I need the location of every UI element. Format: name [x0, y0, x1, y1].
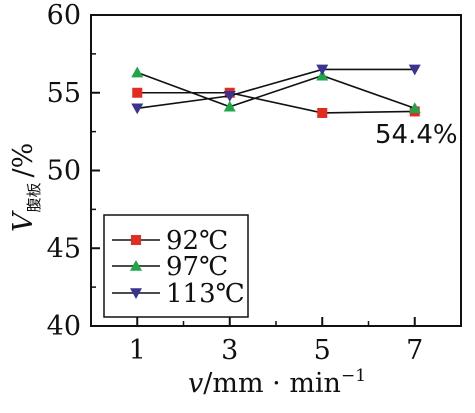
series-2: [131, 64, 421, 115]
data-point: [408, 64, 421, 76]
series-1: [131, 66, 421, 114]
data-point: [132, 87, 143, 98]
x-axis-variable: v: [188, 368, 203, 399]
y-axis-variable: V: [8, 210, 39, 232]
x-tick-label: 1: [129, 335, 146, 366]
y-tick-label: 50: [47, 156, 81, 187]
legend-item: 97℃: [112, 252, 228, 282]
data-point: [317, 107, 328, 118]
data-point: [408, 102, 421, 114]
data-point: [131, 66, 144, 78]
svg-text:v/mm · min−1: v/mm · min−1: [188, 366, 366, 399]
x-tick-label: 5: [314, 335, 331, 366]
y-axis-subscript: 腹板: [25, 182, 43, 212]
legend-marker: [130, 260, 142, 271]
y-axis-title: V腹板 /%: [8, 143, 43, 232]
y-tick-label: 55: [47, 78, 81, 109]
x-axis-superscript: −1: [341, 366, 366, 386]
svg-text:V腹板/%: V腹板 /%: [8, 143, 43, 232]
series-line: [136, 71, 416, 110]
legend-label: 97℃: [166, 252, 228, 282]
x-tick-label: 7: [406, 335, 423, 366]
axis-ticks: [90, 14, 462, 327]
legend-marker: [130, 288, 142, 299]
series-layer: [131, 64, 421, 118]
data-point: [131, 103, 144, 115]
data-point: [316, 64, 329, 76]
annotation-label: 54.4%: [375, 120, 458, 150]
y-tick-label: 60: [47, 0, 81, 31]
x-axis-unit: /mm · min: [203, 368, 341, 399]
legend-item: 92℃: [112, 226, 228, 256]
y-axis-unit: /%: [8, 143, 39, 178]
tick-labels: 40 45 50 55 60 1 3 5 7: [47, 0, 424, 366]
series-line: [137, 91, 415, 114]
y-tick-label: 40: [47, 311, 81, 342]
legend-item: 113℃: [112, 279, 245, 309]
series-line: [137, 68, 415, 110]
data-point: [223, 91, 236, 102]
data-point: [223, 100, 236, 112]
legend-marker: [131, 235, 141, 245]
x-tick-label: 3: [221, 335, 238, 366]
y-tick-label: 45: [47, 233, 81, 264]
x-axis-title: v/mm · min−1: [188, 366, 366, 399]
legend-label: 92℃: [166, 226, 228, 256]
legend-label: 113℃: [166, 279, 245, 309]
